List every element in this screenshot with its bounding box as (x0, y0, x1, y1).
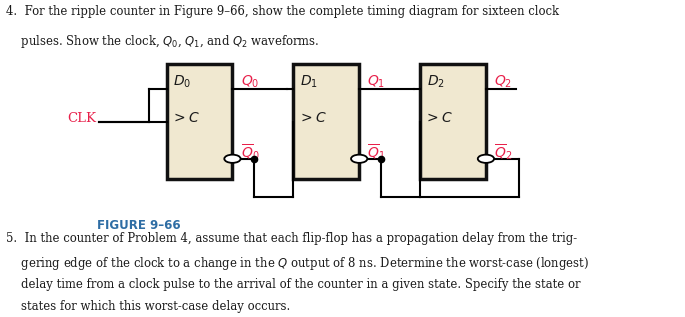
Text: 5.  In the counter of Problem 4, assume that each flip-flop has a propagation de: 5. In the counter of Problem 4, assume t… (6, 232, 577, 245)
Text: $>C$: $>C$ (298, 112, 326, 126)
Text: gering edge of the clock to a change in the $Q$ output of 8 ns. Determine the wo: gering edge of the clock to a change in … (6, 255, 589, 272)
Text: states for which this worst-case delay occurs.: states for which this worst-case delay o… (6, 301, 290, 314)
Text: $Q_2$: $Q_2$ (494, 74, 512, 90)
Text: $\overline{Q}_1$: $\overline{Q}_1$ (367, 142, 386, 162)
Circle shape (477, 155, 494, 163)
Text: $D_2$: $D_2$ (427, 74, 445, 90)
Text: $>C$: $>C$ (425, 112, 453, 126)
Text: $>C$: $>C$ (171, 112, 199, 126)
Text: pulses. Show the clock, $Q_0$, $Q_1$, and $Q_2$ waveforms.: pulses. Show the clock, $Q_0$, $Q_1$, an… (6, 33, 320, 49)
Text: $D_0$: $D_0$ (173, 74, 192, 90)
Circle shape (224, 155, 240, 163)
Text: $Q_0$: $Q_0$ (240, 74, 259, 90)
Circle shape (351, 155, 367, 163)
Text: delay time from a clock pulse to the arrival of the counter in a given state. Sp: delay time from a clock pulse to the arr… (6, 278, 581, 291)
FancyBboxPatch shape (293, 64, 359, 179)
FancyBboxPatch shape (166, 64, 232, 179)
FancyBboxPatch shape (420, 64, 486, 179)
Text: $D_1$: $D_1$ (300, 74, 318, 90)
Text: $Q_1$: $Q_1$ (367, 74, 386, 90)
Text: CLK: CLK (67, 112, 96, 125)
Text: $\overline{Q}_2$: $\overline{Q}_2$ (494, 142, 512, 162)
Text: FIGURE 9–66: FIGURE 9–66 (97, 219, 181, 232)
Text: 4.  For the ripple counter in Figure 9–66, show the complete timing diagram for : 4. For the ripple counter in Figure 9–66… (6, 5, 559, 18)
Text: $\overline{Q}_0$: $\overline{Q}_0$ (240, 142, 259, 162)
